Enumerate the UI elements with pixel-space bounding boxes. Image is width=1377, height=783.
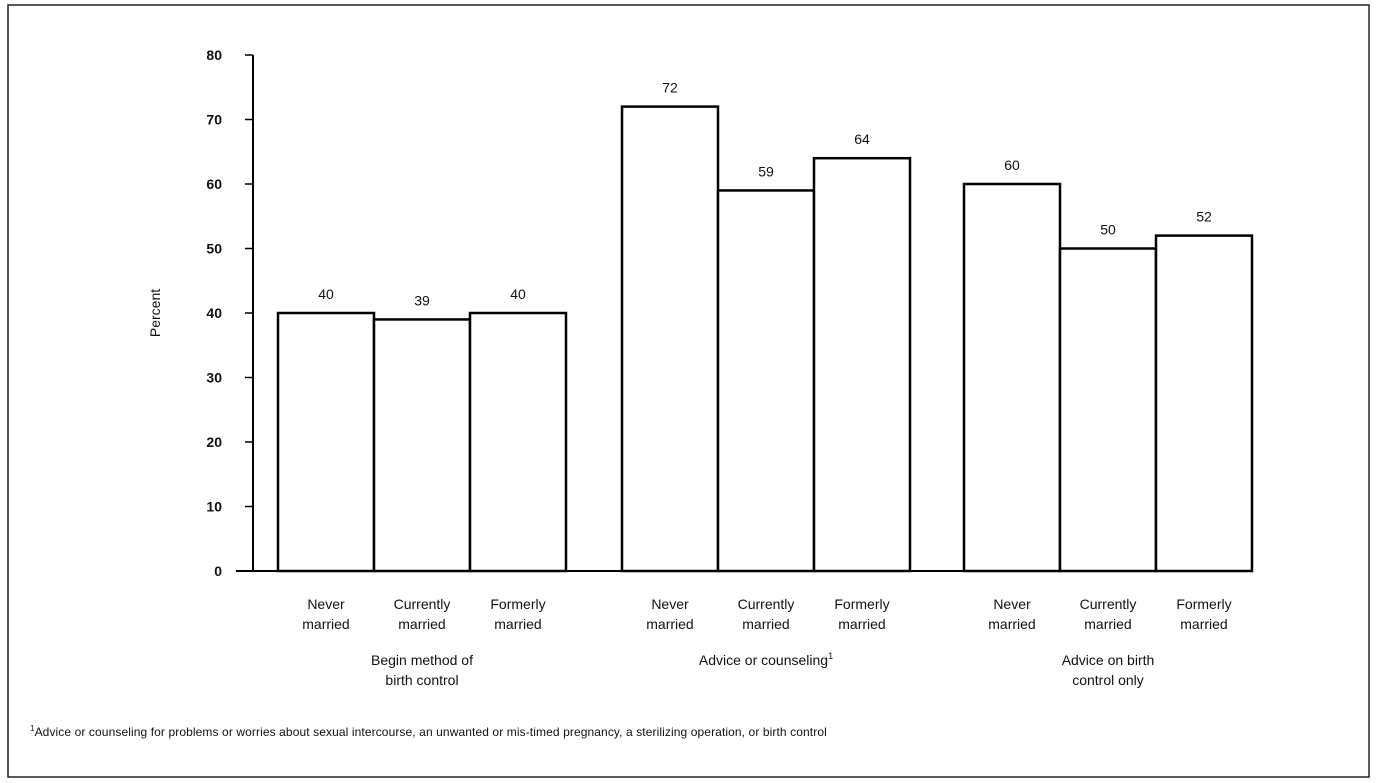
footnote-text: Advice or counseling for problems or wor…: [34, 725, 827, 739]
bar-value-label: 39: [414, 292, 430, 308]
category-label: Currently: [394, 596, 451, 612]
bar-value-label: 59: [758, 163, 774, 179]
group-label: control only: [1072, 672, 1144, 688]
category-label: Currently: [738, 596, 795, 612]
bar: [276, 311, 376, 573]
category-label: Never: [993, 596, 1031, 612]
category-label: Currently: [1080, 596, 1137, 612]
category-label: married: [398, 616, 445, 632]
bar: [620, 105, 720, 573]
footnote: 1Advice or counseling for problems or wo…: [30, 724, 827, 739]
y-tick-label: 60: [206, 176, 222, 192]
category-label: married: [646, 616, 693, 632]
bar-value-label: 50: [1100, 222, 1116, 238]
footnote-mark: 1: [30, 724, 35, 733]
group-footnote-mark: 1: [828, 651, 833, 661]
category-label: married: [742, 616, 789, 632]
y-tick-label: 10: [206, 499, 222, 515]
category-label: married: [302, 616, 349, 632]
category-label: married: [494, 616, 541, 632]
bar-value-label: 40: [510, 286, 526, 302]
y-tick-label: 70: [206, 112, 222, 128]
bar: [1058, 247, 1158, 573]
category-label: married: [988, 616, 1035, 632]
category-label: married: [838, 616, 885, 632]
y-tick-label: 50: [206, 241, 222, 257]
bar-value-label: 60: [1004, 157, 1020, 173]
bar-value-label: 52: [1196, 209, 1212, 225]
group-label: birth control: [385, 672, 458, 688]
chart-frame: [7, 4, 1370, 778]
category-label: married: [1084, 616, 1131, 632]
category-label: Formerly: [834, 596, 889, 612]
category-label: Never: [651, 596, 689, 612]
bar: [812, 156, 912, 573]
y-tick-label: 0: [214, 563, 222, 579]
group-label: Advice on birth: [1062, 652, 1155, 668]
bar-value-label: 64: [854, 131, 870, 147]
y-axis-label: Percent: [147, 289, 163, 337]
y-tick-label: 40: [206, 305, 222, 321]
category-label: married: [1180, 616, 1227, 632]
x-axis-labels: Never married Currently married Formerly marr…: [302, 596, 1231, 688]
y-tick-label: 80: [206, 47, 222, 63]
category-label: Formerly: [490, 596, 545, 612]
bar: [468, 311, 568, 573]
category-label: Formerly: [1176, 596, 1231, 612]
bar: [372, 318, 472, 573]
group-label: Advice or counseling1: [699, 651, 833, 668]
bar-value-label: 72: [662, 80, 678, 96]
group-label: Begin method of: [371, 652, 473, 668]
bar: [962, 182, 1062, 573]
bar: [1154, 234, 1254, 573]
bars: 40 39 40 72 59 64 60 50 52: [276, 80, 1254, 573]
category-label: Never: [307, 596, 345, 612]
y-tick-label: 30: [206, 370, 222, 386]
y-tick-label: 20: [206, 434, 222, 450]
bar: [716, 189, 816, 573]
bar-value-label: 40: [318, 286, 334, 302]
